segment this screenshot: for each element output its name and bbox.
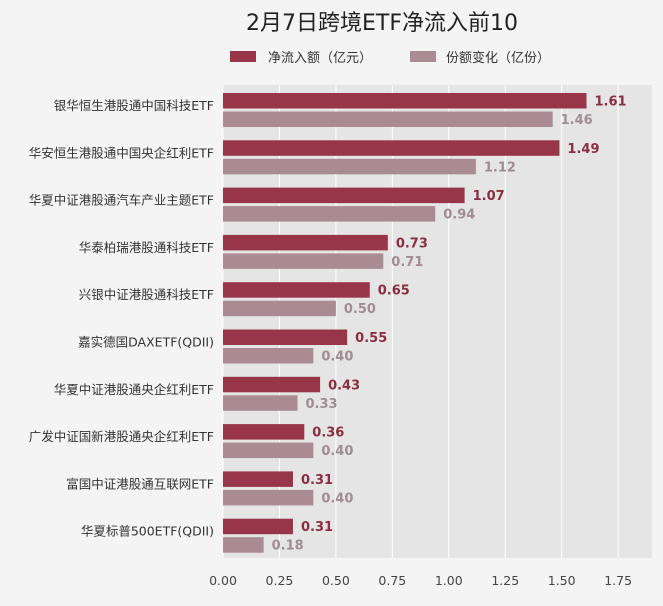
legend-label-net-inflow: 净流入额（亿元） [268,51,372,66]
bar-share-change [223,158,476,175]
category-label: 广发中证国新港股通央企红利ETF [29,429,214,444]
bar-share-change [223,300,336,317]
value-label-net-inflow: 0.31 [301,473,333,488]
bar-share-change [223,253,384,269]
bar-net-inflow [223,376,321,393]
value-label-share-change: 0.33 [306,397,338,412]
bar-share-change [223,442,314,459]
bar-net-inflow [223,518,293,535]
bar-net-inflow [223,329,348,345]
bar-share-change [223,395,298,411]
legend-label-share-change: 份额变化（亿份） [446,50,550,66]
x-tick-label: 0.50 [322,573,350,588]
x-tick-label: 0.25 [266,573,294,588]
bar-net-inflow [223,234,388,251]
value-label-share-change: 0.50 [344,302,376,317]
bar-share-change [223,206,436,222]
category-label: 富国中证港股通互联网ETF [66,476,214,491]
bar-share-change [223,537,264,553]
value-label-net-inflow: 0.55 [355,331,387,346]
value-label-share-change: 0.40 [321,350,353,365]
bar-net-inflow [223,140,560,156]
category-label: 兴银中证港股通科技ETF [79,287,214,302]
category-label: 华夏标普500ETF(QDII) [81,524,214,539]
value-label-share-change: 1.46 [561,113,593,128]
category-label: 华泰柏瑞港股通科技ETF [79,240,214,255]
x-axis: 0.00 0.25 0.50 0.75 1.00 1.25 1.50 1.75 [209,573,632,588]
value-label-net-inflow: 0.65 [378,284,410,299]
x-tick-label: 1.00 [435,573,463,588]
category-label: 嘉实德国DAXETF(QDII) [78,335,214,350]
x-tick-label: 1.75 [604,573,632,588]
x-tick-label: 1.50 [548,573,576,588]
category-label: 银华恒生港股通中国科技ETF [54,98,214,113]
x-tick-label: 0.75 [378,573,406,588]
bar-share-change [223,489,314,506]
value-label-share-change: 0.71 [391,255,423,270]
value-label-net-inflow: 1.61 [595,95,627,110]
bar-net-inflow [223,282,370,298]
value-label-share-change: 0.94 [443,208,475,223]
category-label: 华安恒生港股通中国央企红利ETF [29,145,214,160]
category-label: 华夏中证港股通汽车产业主题ETF [29,193,214,208]
legend: 净流入额（亿元） 份额变化（亿份） [230,50,550,66]
value-label-net-inflow: 0.43 [328,378,360,393]
bar-net-inflow [223,471,293,487]
value-label-net-inflow: 0.36 [312,426,344,441]
value-label-share-change: 0.40 [321,491,353,506]
category-label: 华夏中证港股通央企红利ETF [54,382,214,397]
category-labels: 银华恒生港股通中国科技ETF 华安恒生港股通中国央企红利ETF 华夏中证港股通汽车产… [29,98,214,539]
bar-share-change [223,348,314,364]
value-label-net-inflow: 1.07 [473,189,505,204]
value-label-share-change: 0.40 [321,444,353,459]
bar-net-inflow [223,187,465,204]
chart-title: 2月7日跨境ETF净流入前10 [246,11,518,36]
x-tick-label: 0.00 [209,573,237,588]
value-label-share-change: 1.12 [484,160,516,175]
bar-net-inflow [223,93,587,109]
legend-swatch-net-inflow [230,51,256,62]
value-label-net-inflow: 0.31 [301,520,333,535]
bar-net-inflow [223,424,305,440]
x-tick-label: 1.25 [491,573,519,588]
value-label-net-inflow: 1.49 [567,142,599,157]
bars: 1.611.46 1.49 1.12 1.07 0.94 0.73 0.71 0.650.50… [223,93,627,554]
bar-share-change [223,111,553,127]
value-label-share-change: 0.18 [272,539,304,554]
value-label-net-inflow: 0.73 [396,236,428,251]
legend-swatch-share-change [410,51,436,62]
